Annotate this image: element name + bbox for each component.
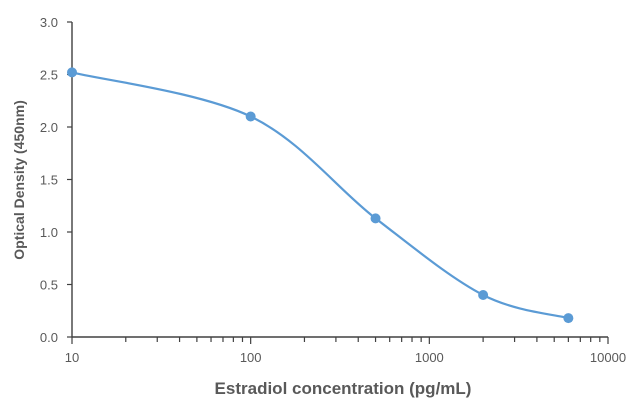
data-point — [370, 213, 381, 224]
x-tick-label: 1000 — [415, 350, 444, 365]
series-line — [71, 71, 569, 320]
axes — [71, 22, 608, 338]
x-tick-label: 100 — [240, 350, 262, 365]
data-point — [478, 290, 489, 300]
x-axis-title: Estradiol concentration (pg/mL) — [215, 379, 472, 398]
data-point — [245, 111, 256, 122]
y-tick-label: 2.0 — [40, 120, 58, 135]
y-tick-label: 2.5 — [40, 68, 58, 83]
y-tick-label: 3.0 — [40, 15, 58, 30]
y-axis-title: Optical Density (450nm) — [11, 100, 27, 260]
tick-labels: 0.0 0.5 1.0 1.5 2.0 2.5 3.0 10 100 1000 10000 — [40, 15, 626, 365]
ticks — [67, 21, 609, 344]
data-point — [563, 313, 574, 324]
y-tick-label: 0.0 — [40, 330, 58, 345]
data-points — [67, 67, 574, 324]
data-point — [67, 67, 77, 78]
y-tick-label: 1.5 — [40, 173, 58, 188]
y-tick-label: 0.5 — [40, 278, 58, 293]
x-tick-label: 10 — [65, 350, 79, 365]
y-tick-label: 1.0 — [40, 225, 58, 240]
x-tick-label: 10000 — [590, 350, 626, 365]
